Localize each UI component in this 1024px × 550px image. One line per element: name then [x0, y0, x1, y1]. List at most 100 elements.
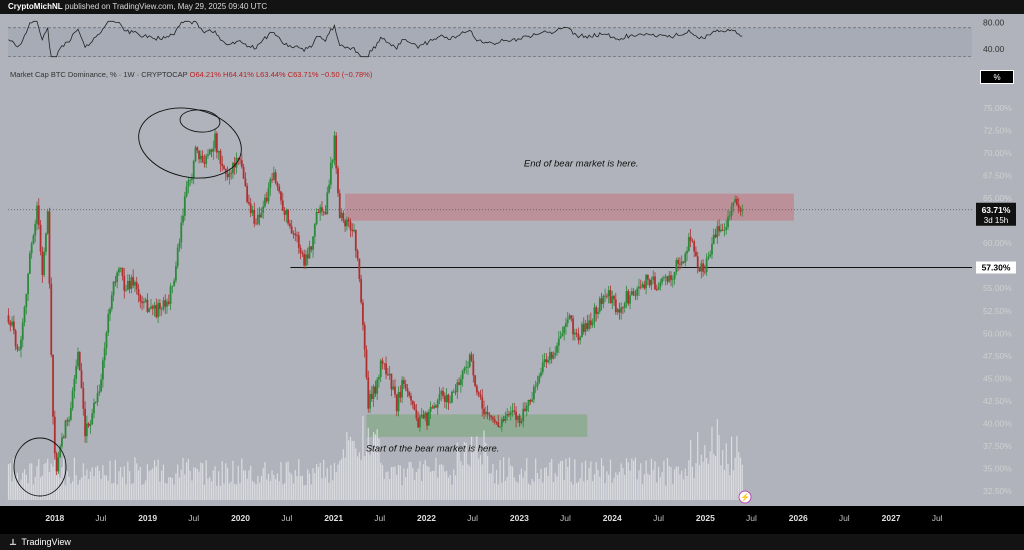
tradingview-logo[interactable]: ⟂ TradingView: [10, 537, 71, 548]
volume-bar: [129, 471, 131, 500]
candle: [424, 411, 427, 422]
candle: [687, 232, 690, 253]
volume-bar: [736, 436, 738, 500]
candle-body: [732, 202, 735, 207]
lightning-glyph: ⚡: [740, 492, 750, 502]
candle-body: [123, 275, 126, 291]
candle: [492, 415, 494, 423]
candle: [82, 382, 85, 416]
percent-scale-button[interactable]: %: [980, 70, 1014, 84]
volume-bar: [212, 470, 214, 500]
candle-body: [317, 211, 320, 214]
candle: [698, 266, 701, 272]
candle: [12, 315, 15, 335]
candle: [500, 417, 503, 432]
volume-bar: [319, 462, 321, 500]
volume-bar: [257, 475, 259, 500]
volume-bar: [218, 471, 220, 500]
candle-body: [714, 234, 717, 238]
volume-bar: [340, 458, 343, 500]
candle: [484, 406, 487, 417]
candle-body: [390, 373, 393, 390]
candle: [572, 315, 574, 341]
candle: [534, 380, 537, 393]
candle-body: [463, 368, 466, 371]
candle-body: [712, 234, 715, 244]
candle-body: [589, 320, 592, 326]
y-tick-label: 40.00%: [983, 418, 1012, 428]
candle-body: [201, 155, 204, 163]
volume-bar: [673, 469, 676, 500]
open-value: O64.21%: [189, 70, 221, 79]
candle-body: [94, 401, 97, 403]
candle: [338, 189, 341, 219]
candle: [618, 302, 621, 320]
volume-bar: [134, 457, 136, 500]
volume-bar: [442, 465, 444, 500]
volume-bar: [413, 479, 416, 500]
candle: [130, 274, 133, 294]
candle-body: [419, 416, 421, 428]
candle-body: [349, 221, 352, 230]
y-tick-label: 32.50%: [983, 486, 1012, 496]
candle-body: [374, 386, 377, 394]
candle-body: [69, 408, 72, 420]
symbol-name[interactable]: Market Cap BTC Dominance, % · 1W · CRYPT…: [10, 70, 188, 79]
volume-bar: [52, 466, 54, 500]
candle-body: [142, 301, 145, 304]
volume-bar: [143, 483, 145, 500]
candle-body: [146, 299, 149, 312]
volume-bar: [159, 481, 161, 500]
candle-body: [132, 277, 135, 286]
candle-body: [116, 272, 119, 282]
volume-bar: [663, 460, 665, 500]
candle-body: [370, 393, 373, 399]
candle: [198, 150, 200, 164]
volume-bar: [75, 475, 77, 500]
candle: [32, 233, 35, 245]
volume-bar: [275, 479, 277, 500]
x-tick-label: 2021: [324, 513, 343, 523]
candle-body: [737, 204, 740, 209]
candle-body: [431, 407, 434, 409]
candle-body: [534, 386, 537, 388]
publisher-name[interactable]: CryptoMichNL: [8, 2, 63, 11]
candle: [472, 353, 475, 383]
candle: [180, 215, 183, 250]
volume-bar: [86, 469, 88, 500]
candle: [53, 410, 56, 460]
candle-body: [426, 412, 428, 426]
volume-bar: [316, 464, 318, 500]
candle-body: [187, 180, 190, 187]
candle: [315, 208, 318, 226]
volume-bar: [702, 461, 704, 500]
candles-layer: [7, 128, 744, 476]
volume-bar: [469, 466, 471, 500]
volume-bar: [79, 479, 81, 500]
candle: [604, 288, 607, 302]
volume-bar: [146, 464, 149, 500]
candle: [313, 222, 316, 245]
rsi-layer: 80.00 40.00: [8, 18, 1005, 58]
candle-body: [604, 295, 607, 297]
volume-bar: [164, 482, 166, 500]
volume-bar: [390, 467, 393, 500]
volume-bar: [324, 477, 327, 500]
volume-bar: [38, 459, 40, 500]
candle-body: [258, 214, 261, 218]
volume-bar: [68, 476, 70, 500]
volume-bar: [494, 483, 496, 500]
candle: [598, 296, 601, 315]
volume-bar: [355, 448, 357, 500]
candle-body: [392, 386, 395, 390]
candle-body: [673, 271, 676, 280]
candle-body: [109, 308, 111, 315]
candle: [358, 258, 361, 283]
candle: [251, 205, 254, 217]
candle: [686, 246, 688, 262]
volume-bar: [629, 470, 631, 500]
candle: [563, 325, 566, 341]
volume-bar: [385, 471, 387, 500]
candle: [85, 415, 88, 443]
candle: [606, 293, 608, 299]
